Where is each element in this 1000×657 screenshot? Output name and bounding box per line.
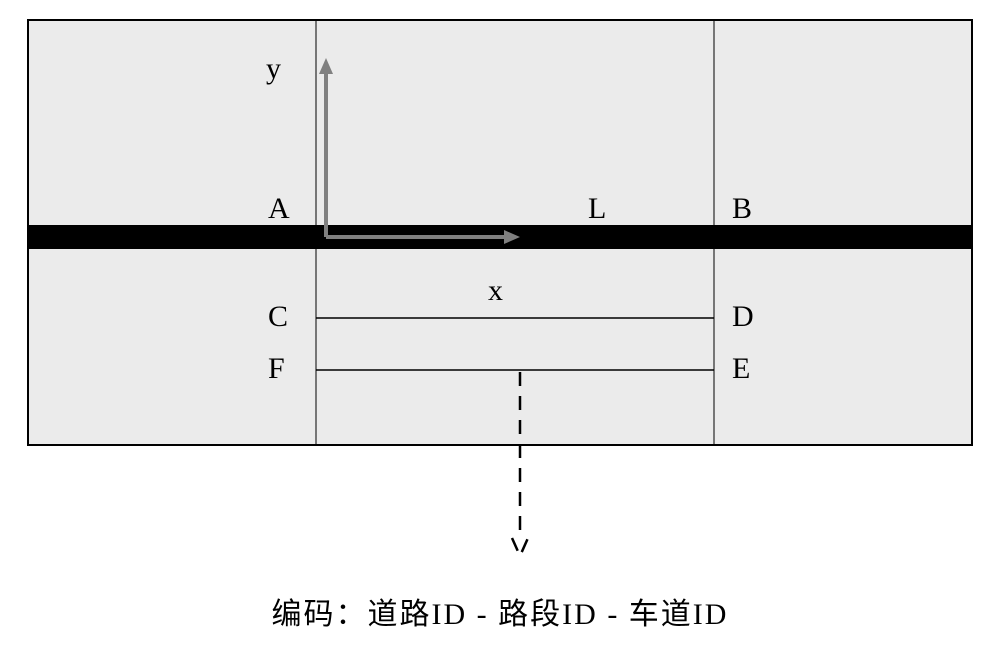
point-d: D	[732, 300, 754, 333]
encoding-caption: 编码：道路ID - 路段ID - 车道ID	[272, 598, 729, 631]
point-c: C	[268, 300, 288, 333]
point-a: A	[268, 192, 290, 225]
diagram-svg: y x L A B C D F E 编码：道路ID - 路段ID - 车道ID	[0, 0, 1000, 657]
label-x: x	[488, 274, 503, 307]
point-f: F	[268, 352, 285, 385]
label-l: L	[588, 192, 606, 225]
callout-arrow-icon	[512, 538, 528, 556]
label-y: y	[266, 52, 281, 85]
point-e: E	[732, 352, 750, 385]
point-b: B	[732, 192, 752, 225]
